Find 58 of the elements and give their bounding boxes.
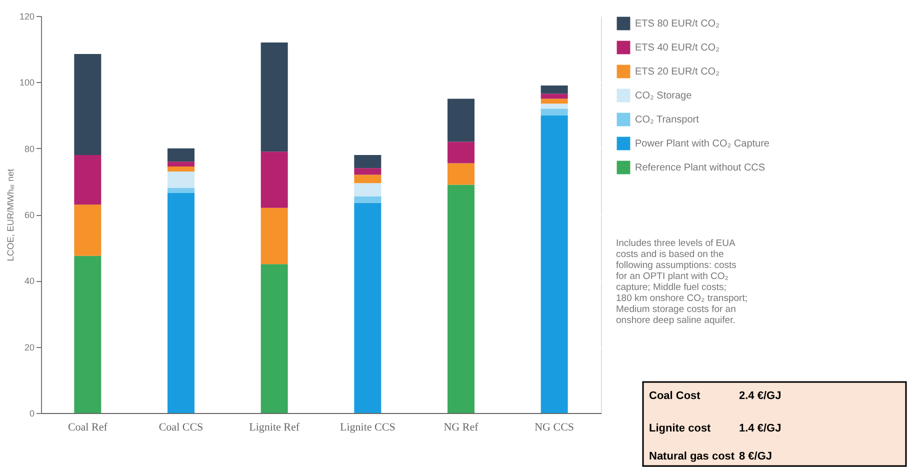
bar [540, 115, 568, 413]
y-tick-label: 120 [19, 12, 34, 22]
bar [354, 168, 382, 175]
bar [448, 142, 474, 164]
bar [168, 171, 194, 188]
bar [354, 154, 382, 168]
text: Natural gas cost [649, 450, 735, 462]
bar [354, 202, 382, 413]
x-tick-label: Coal Ref [68, 422, 108, 434]
y-axis-title: LCOE, EUR/MWhₑₗ net [5, 168, 16, 262]
y-tick-label: 20 [24, 342, 34, 352]
x-tick-label: Coal CCS [158, 422, 204, 434]
y-tick-label: 80 [24, 144, 34, 154]
legend-label: Reference Plant without CCS [635, 162, 766, 174]
bar [540, 85, 568, 94]
bar [540, 98, 568, 104]
x-tick-label: Lignite CCS [340, 422, 396, 434]
y-tick-label: 60 [24, 210, 34, 220]
bar [168, 188, 194, 193]
y-tick-label: 100 [19, 78, 34, 88]
bar [540, 104, 568, 109]
bar [448, 98, 474, 142]
bar [448, 184, 474, 413]
y-tick-label: 40 [24, 276, 34, 286]
text: 8 €/GJ [739, 450, 772, 462]
bar [168, 148, 194, 162]
text: 2.4 €/GJ [739, 390, 782, 402]
bar [168, 162, 194, 167]
x-tick-label: NG Ref [444, 422, 479, 434]
x-tick-label: Lignite Ref [249, 422, 300, 434]
bar [260, 42, 288, 152]
text: Includes three levels of EUA costs and is based on the following assumptions: costs for an OPTI plant with CO₂ capture; Middle fuel costs; 180 km onshore CO₂ transport; Medium storage costs for an onshore deep saline aquifer. [616, 238, 748, 326]
bar [540, 108, 568, 116]
y-tick-label: 0 [29, 408, 34, 418]
bar [354, 174, 382, 184]
bar [354, 196, 382, 203]
bar [168, 192, 194, 413]
bar [74, 54, 102, 155]
bar [354, 183, 382, 196]
bar [540, 94, 568, 99]
legend-label: ETS 80 EUR/t CO₂ [635, 18, 720, 30]
text: 1.4 €/GJ [739, 422, 782, 434]
legend-label: ETS 20 EUR/t CO₂ [635, 66, 720, 78]
text: Coal Cost [649, 390, 701, 402]
bar [74, 256, 102, 413]
bar [74, 154, 102, 205]
legend-label: ETS 40 EUR/t CO₂ [635, 42, 720, 54]
x-tick-label: NG CCS [534, 422, 574, 434]
bar [448, 163, 474, 185]
bar [260, 208, 288, 264]
bar [260, 264, 288, 413]
bar [260, 152, 288, 208]
bar [74, 204, 102, 256]
bar [168, 166, 194, 172]
legend-label: Power Plant with CO₂ Capture [635, 138, 770, 150]
legend-label: CO₂ Transport [635, 114, 700, 126]
text: Lignite cost [649, 422, 712, 434]
legend-label: CO₂ Storage [635, 90, 692, 102]
